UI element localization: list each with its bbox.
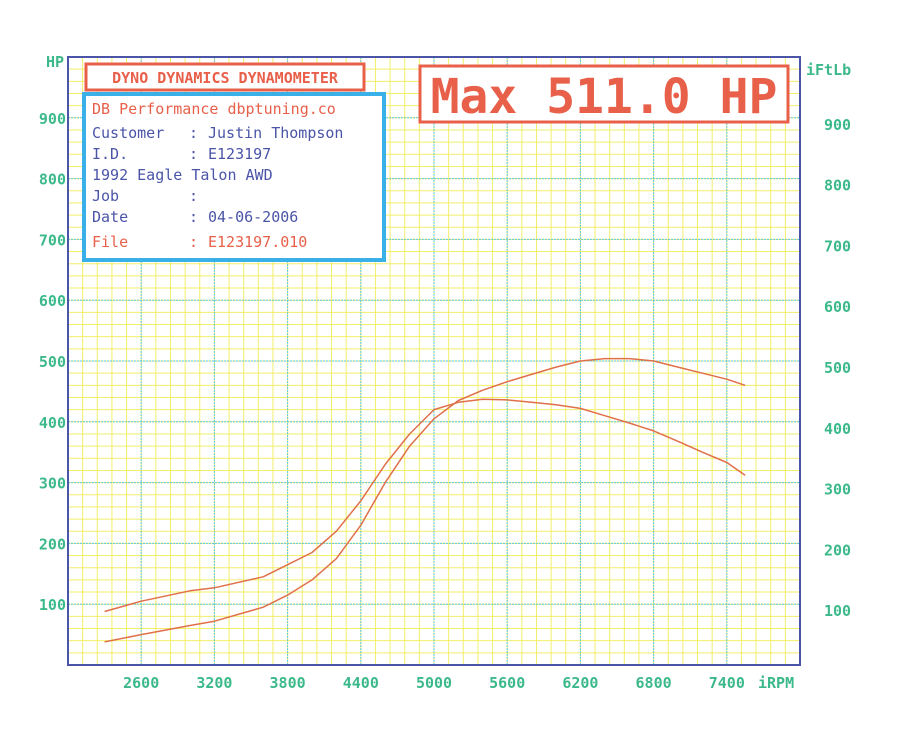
series-line-0 xyxy=(104,357,746,643)
info-box: DB Performance dbptuning.co Customer : J… xyxy=(82,92,386,262)
chart-title: DYNO DYNAMICS DYNAMOMETER xyxy=(112,69,339,87)
title-box xyxy=(84,62,366,92)
customer-value: Justin Thompson xyxy=(208,124,343,142)
x-tick-label: 6200 xyxy=(562,674,598,692)
x-tick-label: 7400 xyxy=(709,674,745,692)
y-tick-label-right: 700 xyxy=(824,237,851,255)
job-sep: : xyxy=(189,187,198,205)
x-tick-label: 3800 xyxy=(270,674,306,692)
customer-sep: : xyxy=(189,124,198,142)
file-value: E123197.010 xyxy=(208,233,307,251)
y-tick-label-left: 100 xyxy=(39,596,66,614)
x-axis-label: iRPM xyxy=(758,674,794,692)
date-sep: : xyxy=(189,208,198,226)
series-line-1 xyxy=(104,398,746,613)
file-sep: : xyxy=(189,233,198,251)
x-tick-label: 3200 xyxy=(196,674,232,692)
ticks: 2600 3200 3800 4400 5000 5600 6200 6800 7400 100 1… xyxy=(39,110,851,692)
max-hp-box xyxy=(418,64,790,124)
y-tick-label-right: 500 xyxy=(824,359,851,377)
y-tick-label-right: 100 xyxy=(824,602,851,620)
y-tick-label-left: 300 xyxy=(39,475,66,493)
y-tick-label-right: 400 xyxy=(824,420,851,438)
y-axis-label-right: iFtLb xyxy=(806,61,851,79)
y-tick-label-right: 900 xyxy=(824,116,851,134)
job-label: Job xyxy=(92,187,119,205)
id-label: I.D. xyxy=(92,145,128,163)
x-tick-label: 5000 xyxy=(416,674,452,692)
date-value: 04-06-2006 xyxy=(208,208,298,226)
y-tick-label-left: 700 xyxy=(39,231,66,249)
x-tick-label: 4400 xyxy=(343,674,379,692)
y-axis-label-left: HP xyxy=(46,53,64,71)
y-tick-label-right: 200 xyxy=(824,541,851,559)
y-tick-label-left: 400 xyxy=(39,414,66,432)
date-label: Date xyxy=(92,208,128,226)
curves xyxy=(104,357,746,643)
y-tick-label-left: 600 xyxy=(39,292,66,310)
max-hp-annotation: Max 511.0 HP xyxy=(431,69,778,125)
y-tick-label-left: 500 xyxy=(39,353,66,371)
y-tick-label-left: 200 xyxy=(39,535,66,553)
y-tick-label-left: 800 xyxy=(39,171,66,189)
y-tick-label-right: 300 xyxy=(824,481,851,499)
y-tick-label-right: 800 xyxy=(824,177,851,195)
id-sep: : xyxy=(189,145,198,163)
x-tick-label: 2600 xyxy=(123,674,159,692)
company: DB Performance dbptuning.co xyxy=(92,100,336,118)
customer-label: Customer xyxy=(92,124,164,142)
x-tick-label: 5600 xyxy=(489,674,525,692)
id-value: E123197 xyxy=(208,145,271,163)
vehicle: 1992 Eagle Talon AWD xyxy=(92,166,273,184)
y-tick-label-left: 900 xyxy=(39,110,66,128)
y-tick-label-right: 600 xyxy=(824,298,851,316)
x-tick-label: 6800 xyxy=(636,674,672,692)
file-label: File xyxy=(92,233,128,251)
plot-frame xyxy=(67,56,801,666)
